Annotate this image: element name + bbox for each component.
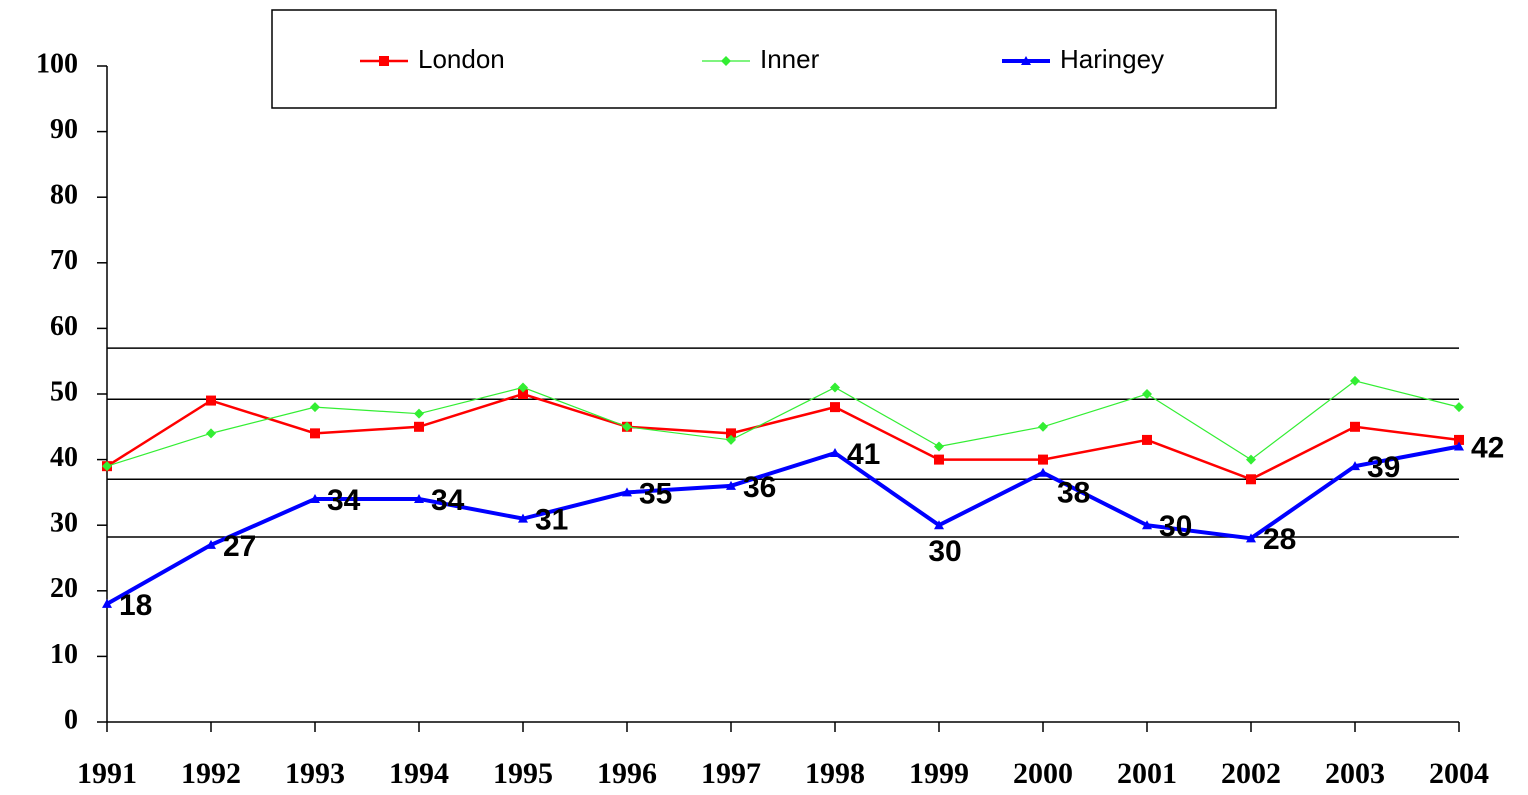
y-tick-label: 20: [50, 573, 78, 604]
data-label: 31: [535, 504, 568, 537]
data-label: 18: [119, 589, 152, 622]
x-tick-label: 1997: [701, 757, 761, 790]
marker: [1142, 389, 1152, 399]
y-tick-label: 60: [50, 311, 78, 342]
marker: [726, 428, 736, 439]
marker: [414, 421, 424, 432]
data-label: 38: [1057, 477, 1090, 510]
marker: [1142, 434, 1152, 445]
y-tick-label: 0: [64, 704, 78, 735]
marker: [1038, 421, 1048, 432]
marker: [102, 598, 112, 608]
data-label: 36: [743, 471, 776, 504]
marker: [518, 513, 528, 523]
x-tick-label: 2003: [1325, 757, 1385, 790]
y-tick-label: 50: [50, 376, 78, 407]
legend-label: Inner: [760, 44, 820, 74]
x-tick-label: 2000: [1013, 757, 1073, 790]
data-label: 39: [1367, 451, 1400, 484]
marker: [934, 520, 944, 530]
x-tick-label: 1995: [493, 757, 553, 790]
x-tick-label: 2001: [1117, 757, 1177, 790]
data-label: 34: [431, 484, 465, 517]
y-tick-label: 40: [50, 442, 78, 473]
data-label: 34: [327, 484, 361, 517]
y-tick-label: 70: [50, 245, 78, 276]
marker: [1454, 402, 1464, 413]
marker: [1350, 421, 1360, 432]
data-label: 28: [1263, 523, 1296, 556]
legend-label: Haringey: [1060, 44, 1164, 74]
series-line: [106, 380, 1460, 467]
x-tick-label: 1992: [181, 757, 241, 790]
marker: [934, 441, 944, 452]
marker: [830, 448, 840, 458]
marker: [830, 382, 840, 393]
marker: [518, 382, 528, 393]
marker: [1038, 467, 1048, 477]
data-label: 27: [223, 530, 256, 563]
marker: [1454, 434, 1464, 445]
data-label: 30: [1159, 510, 1192, 543]
y-tick-label: 80: [50, 180, 78, 211]
marker: [1350, 461, 1360, 471]
data-label: 42: [1471, 431, 1504, 464]
marker: [830, 402, 840, 413]
x-tick-label: 1999: [909, 757, 969, 790]
marker: [414, 493, 424, 503]
marker: [622, 487, 632, 497]
marker: [414, 408, 424, 419]
legend-box: [271, 9, 1277, 109]
x-tick-label: 1998: [805, 757, 865, 790]
x-tick-label: 2004: [1429, 757, 1489, 790]
marker: [102, 461, 112, 472]
marker: [206, 428, 216, 439]
data-label: 41: [847, 438, 880, 471]
x-tick-label: 1994: [389, 757, 449, 790]
y-tick-label: 90: [50, 114, 78, 145]
marker: [726, 434, 736, 445]
y-tick-label: 10: [50, 639, 78, 670]
marker: [1021, 56, 1031, 65]
x-tick-label: 1991: [77, 757, 137, 790]
marker: [310, 402, 320, 413]
series-line: [106, 444, 1460, 606]
series-line: [106, 392, 1460, 481]
marker: [726, 480, 736, 490]
x-tick-label: 1993: [285, 757, 345, 790]
data-label: 30: [928, 535, 961, 568]
data-label: 35: [639, 477, 672, 510]
marker: [721, 56, 731, 66]
marker: [310, 493, 320, 503]
y-tick-label: 30: [50, 508, 78, 539]
marker: [1454, 441, 1464, 451]
x-tick-label: 1996: [597, 757, 657, 790]
marker: [934, 454, 944, 465]
marker: [518, 389, 528, 399]
marker: [1246, 533, 1256, 543]
marker: [622, 421, 632, 432]
legend-label: London: [418, 44, 505, 74]
y-tick-label: 100: [36, 48, 78, 79]
marker: [379, 56, 389, 66]
marker: [310, 428, 320, 439]
marker: [1246, 474, 1256, 485]
marker: [1350, 375, 1360, 386]
x-tick-label: 2002: [1221, 757, 1281, 790]
marker: [206, 539, 216, 549]
marker: [1038, 454, 1048, 465]
marker: [1246, 454, 1256, 465]
marker: [206, 395, 216, 406]
marker: [1142, 520, 1152, 530]
